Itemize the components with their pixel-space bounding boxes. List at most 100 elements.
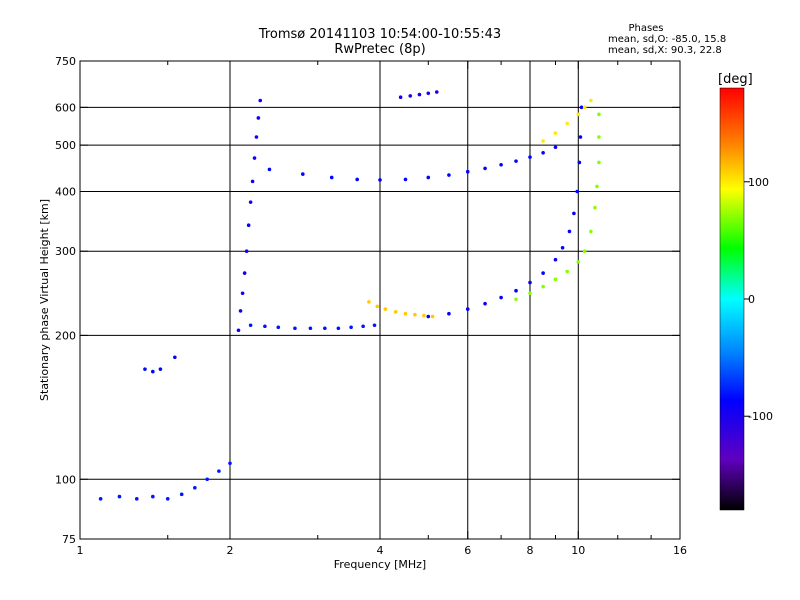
data-point bbox=[398, 95, 403, 99]
data-point bbox=[565, 269, 569, 274]
data-point bbox=[575, 189, 580, 194]
data-point bbox=[447, 173, 451, 177]
x-tick-labels: 1 2 4 6 8 10 16 bbox=[77, 544, 688, 557]
data-point bbox=[422, 313, 426, 318]
data-point bbox=[383, 307, 388, 311]
data-point bbox=[151, 369, 155, 374]
data-point bbox=[499, 162, 503, 167]
data-point bbox=[134, 497, 139, 501]
data-point bbox=[465, 169, 470, 174]
data-point bbox=[240, 291, 245, 296]
data-point bbox=[553, 277, 558, 282]
colorbar-tick-label: 0 bbox=[748, 293, 755, 306]
data-point bbox=[541, 271, 545, 275]
data-point bbox=[254, 135, 259, 139]
data-point bbox=[589, 98, 593, 103]
grid-lines bbox=[80, 61, 680, 539]
data-point bbox=[576, 260, 581, 264]
data-point bbox=[578, 135, 583, 139]
data-point bbox=[236, 328, 241, 333]
data-point bbox=[403, 311, 408, 316]
data-point bbox=[528, 291, 532, 296]
data-point bbox=[572, 211, 576, 216]
colorbar bbox=[719, 87, 745, 511]
y-tick-label: 750 bbox=[55, 55, 76, 68]
data-point bbox=[576, 112, 581, 117]
data-point bbox=[276, 325, 281, 330]
data-point bbox=[242, 271, 247, 275]
data-point bbox=[426, 175, 431, 180]
data-point bbox=[447, 311, 451, 316]
data-point bbox=[426, 91, 431, 96]
data-point bbox=[244, 249, 249, 254]
y-tick-label: 600 bbox=[55, 101, 76, 114]
data-point bbox=[143, 367, 147, 371]
y-tick-label: 100 bbox=[55, 473, 76, 486]
data-point bbox=[577, 160, 582, 165]
x-tick-label: 6 bbox=[464, 544, 471, 557]
data-point bbox=[248, 200, 253, 204]
data-point bbox=[597, 160, 601, 165]
data-point bbox=[372, 323, 377, 328]
data-point bbox=[301, 172, 305, 176]
data-point bbox=[514, 297, 518, 302]
y-axis-label: Stationary phase Virtual Height [km] bbox=[38, 199, 51, 401]
data-point bbox=[250, 179, 255, 184]
data-point bbox=[375, 304, 380, 309]
data-point bbox=[293, 326, 297, 331]
data-point bbox=[541, 139, 545, 143]
x-tick-label: 8 bbox=[527, 544, 534, 557]
data-point bbox=[528, 280, 532, 285]
data-point bbox=[179, 492, 184, 497]
data-point bbox=[205, 477, 209, 482]
data-point bbox=[403, 177, 408, 182]
data-point bbox=[553, 257, 558, 262]
data-point bbox=[582, 249, 587, 254]
data-point bbox=[252, 156, 257, 160]
data-point bbox=[151, 494, 155, 499]
data-point bbox=[541, 284, 545, 289]
data-point bbox=[336, 326, 341, 331]
data-point bbox=[193, 485, 197, 490]
chart-subtitle: RwPretec (8p) bbox=[334, 42, 425, 57]
data-point bbox=[258, 98, 263, 103]
data-point bbox=[593, 205, 597, 210]
data-point bbox=[597, 112, 601, 117]
data-point bbox=[430, 314, 435, 319]
x-tick-label: 16 bbox=[673, 544, 687, 557]
data-point bbox=[165, 497, 170, 501]
y-tick-label: 75 bbox=[62, 533, 76, 546]
data-point bbox=[248, 323, 253, 328]
data-point bbox=[589, 229, 593, 234]
y-tick-label: 400 bbox=[55, 185, 76, 198]
data-point bbox=[323, 326, 327, 331]
y-tick-label: 500 bbox=[55, 139, 76, 152]
data-point bbox=[595, 184, 599, 189]
axis-ticks bbox=[79, 60, 681, 540]
data-point bbox=[367, 300, 371, 304]
data-point bbox=[117, 494, 122, 499]
data-point bbox=[426, 314, 431, 319]
colorbar-tick-label: -100 bbox=[748, 410, 773, 423]
data-point bbox=[228, 461, 232, 466]
data-point bbox=[238, 309, 243, 313]
data-point bbox=[355, 177, 359, 182]
y-tick-label: 300 bbox=[55, 245, 76, 258]
data-point bbox=[378, 178, 382, 182]
data-point bbox=[541, 150, 545, 155]
data-point bbox=[308, 326, 313, 331]
x-axis-label: Frequency [MHz] bbox=[334, 558, 426, 571]
data-point bbox=[361, 324, 365, 329]
data-point bbox=[514, 288, 518, 293]
data-point bbox=[434, 90, 439, 94]
legend-line-o: mean, sd,O: -85.0, 15.8 bbox=[608, 34, 726, 45]
data-point bbox=[158, 367, 163, 371]
chart-title: Tromsø 20141103 10:54:00-10:55:43 bbox=[258, 27, 501, 42]
colorbar-tick-label: 100 bbox=[748, 176, 769, 189]
data-point bbox=[565, 121, 569, 126]
data-point bbox=[483, 301, 487, 306]
x-tick-label: 4 bbox=[377, 544, 384, 557]
colorbar-ticks: 100 0 -100 bbox=[744, 176, 773, 423]
data-points bbox=[98, 90, 601, 501]
data-point bbox=[393, 310, 398, 314]
